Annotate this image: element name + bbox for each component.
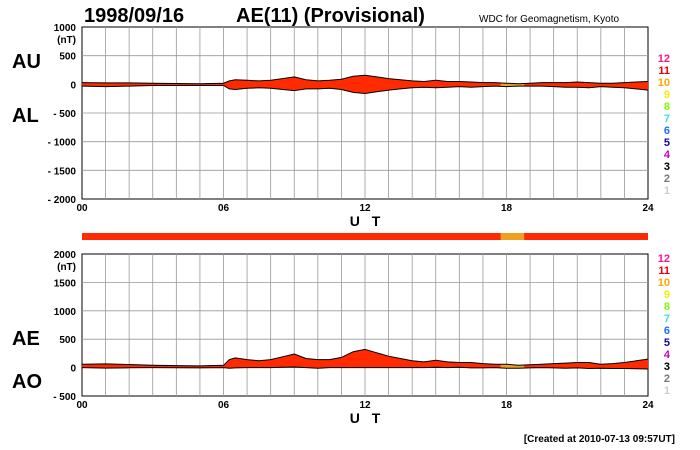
y-tick-label: 0: [70, 80, 76, 91]
y-unit-label: (nT): [57, 35, 76, 46]
legend-item: 4: [664, 149, 671, 161]
legend-item: 9: [664, 89, 670, 101]
series-side-label: AU: [12, 51, 41, 73]
created-timestamp: [Created at 2010-07-13 09:57UT]: [524, 434, 675, 445]
legend-item: 10: [658, 77, 670, 89]
legend-item: 9: [664, 289, 670, 301]
legend-item: 3: [664, 361, 670, 373]
y-tick-label: - 1000: [48, 138, 77, 149]
x-tick-label: 06: [218, 400, 230, 411]
legend-item: 8: [664, 101, 670, 113]
legend-item: 11: [658, 265, 670, 277]
y-tick-label: - 500: [53, 109, 76, 120]
y-tick-label: 1000: [54, 23, 77, 34]
legend-item: 3: [664, 161, 670, 173]
date-label: 1998/09/16: [84, 5, 184, 27]
legend-item: 7: [664, 113, 670, 125]
series-side-label: AL: [12, 105, 39, 127]
x-tick-label: 18: [501, 400, 513, 411]
y-tick-label: - 500: [53, 392, 76, 403]
series-line-al: [81, 85, 649, 95]
y-tick-label: - 1500: [48, 166, 77, 177]
x-tick-label: 00: [76, 203, 88, 214]
x-tick-label: 24: [642, 203, 654, 214]
y-tick-label: 2000: [54, 250, 77, 261]
panel-ae-ao: 2000 1500 1000 500 0 - 500 (nT) 00 06 12 18 24 U T AE…: [12, 250, 654, 426]
y-tick-label: 0: [70, 364, 76, 375]
legend-item: 6: [664, 125, 670, 137]
status-bar-alt-segment: [500, 233, 525, 240]
y-unit-label: (nT): [57, 262, 76, 273]
legend-item: 4: [664, 349, 671, 361]
legend-item: 2: [664, 373, 670, 385]
series-area-fill-alt: [500, 364, 525, 369]
legend-item: 6: [664, 325, 670, 337]
series-line-ae: [81, 348, 649, 367]
source-label: WDC for Geomagnetism, Kyoto: [479, 14, 619, 25]
x-tick-label: 12: [359, 400, 371, 411]
y-tick-label: 500: [59, 52, 76, 63]
y-tick-label: 1500: [54, 278, 77, 289]
x-tick-label: 06: [218, 203, 230, 214]
y-tick-label: - 2000: [48, 195, 77, 206]
series-line-au: [81, 74, 649, 85]
legend-item: 1: [664, 385, 670, 397]
chart-title: AE(11) (Provisional): [236, 5, 425, 27]
x-tick-label: 18: [501, 203, 513, 214]
series-area-fill: [82, 75, 648, 94]
legend-item: 5: [664, 137, 670, 149]
y-tick-label: 500: [59, 335, 76, 346]
status-bar: [82, 233, 648, 240]
y-tick-label: 1000: [54, 307, 77, 318]
legend-item: 11: [658, 65, 670, 77]
legend-item: 12: [658, 253, 670, 265]
legend-item: 12: [658, 53, 670, 65]
series-side-label: AE: [12, 328, 40, 350]
legend-item: 5: [664, 337, 670, 349]
x-tick-label: 00: [76, 400, 88, 411]
x-axis-label: U T: [350, 410, 385, 426]
series-line-ao: [81, 366, 649, 370]
x-axis-label: U T: [350, 213, 385, 229]
legend-item: 7: [664, 313, 670, 325]
x-tick-label: 12: [359, 203, 371, 214]
series-area-fill: [82, 349, 648, 369]
series-side-label: AO: [12, 371, 42, 393]
legend-item: 10: [658, 277, 670, 289]
legend-item: 1: [664, 185, 670, 197]
legend-item: 2: [664, 173, 670, 185]
panel-au-al: 1000 500 0 - 500 - 1000 - 1500 - 2000 (nT) 00 06 1…: [12, 23, 654, 229]
legend-item: 8: [664, 301, 670, 313]
x-tick-label: 24: [642, 400, 654, 411]
